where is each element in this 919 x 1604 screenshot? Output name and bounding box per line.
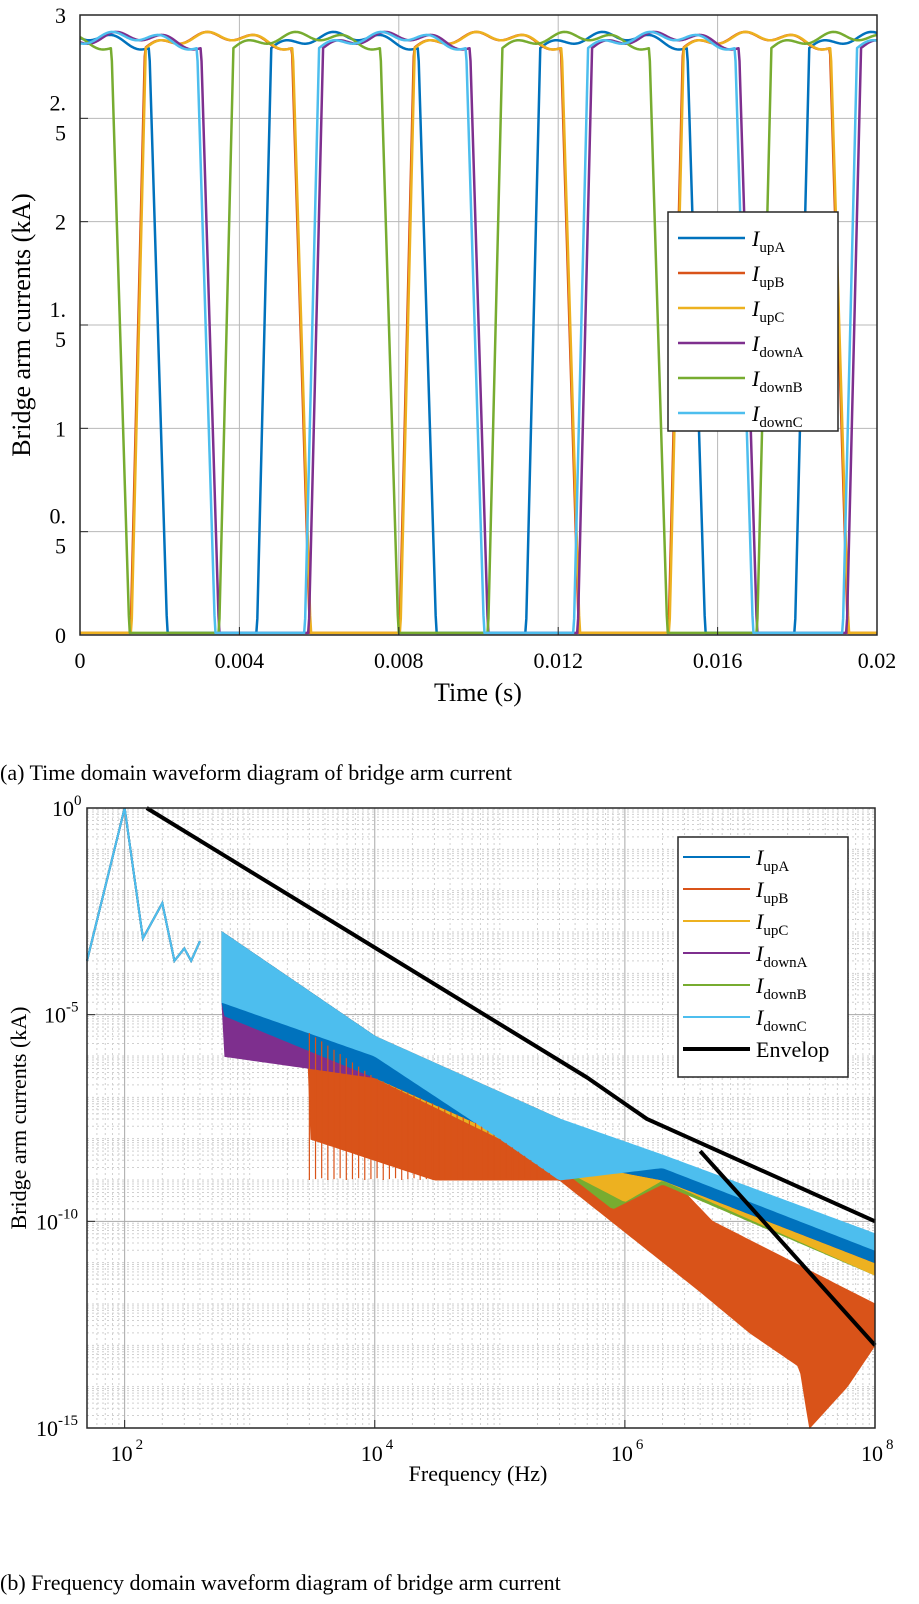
freq-series-band-top-downC bbox=[221, 932, 875, 1251]
legend-main: I bbox=[755, 973, 765, 998]
caption-a: (a) Time domain waveform diagram of brid… bbox=[0, 760, 512, 785]
freq-legend-box bbox=[677, 836, 849, 1078]
time-x-ticks: 0 0.004 0.008 0.012 0.016 0.02 bbox=[75, 627, 897, 673]
freq-legend-label-4: IdownB bbox=[755, 973, 807, 1003]
freq-legend-label-6: Envelop bbox=[756, 1037, 829, 1062]
legend-main: I bbox=[755, 877, 765, 902]
freq-envelope-1 bbox=[698, 1149, 877, 1347]
freq-x-tick-base: 10 bbox=[611, 1441, 633, 1466]
legend-sub: downC bbox=[763, 1019, 806, 1035]
legend-main: I bbox=[751, 331, 761, 356]
time-legend-label-upA: IupA bbox=[751, 226, 785, 256]
time-y-tick-label: 5 bbox=[55, 327, 66, 352]
legend-sub: downB bbox=[763, 987, 806, 1003]
legend-sub: upC bbox=[763, 923, 788, 939]
freq-x-label: Frequency (Hz) bbox=[409, 1461, 548, 1486]
legend-main: I bbox=[755, 845, 765, 870]
freq-y-tick-base: 10 bbox=[36, 1209, 58, 1234]
time-series-downB bbox=[79, 30, 878, 635]
time-y-tick-label: 0 bbox=[55, 623, 66, 648]
freq-x-tick-base: 10 bbox=[111, 1441, 133, 1466]
time-series-lines bbox=[79, 30, 878, 635]
time-y-tick-label: 5 bbox=[55, 534, 66, 559]
legend-main: I bbox=[751, 261, 761, 286]
legend-main: I bbox=[751, 226, 761, 251]
time-y-tick-label: 1. bbox=[50, 297, 67, 322]
time-legend-label-downB: IdownB bbox=[751, 366, 803, 396]
freq-legend-label-3: IdownA bbox=[755, 941, 808, 971]
legend-sub: upA bbox=[759, 240, 785, 256]
freq-x-tick-exp: 6 bbox=[636, 1437, 644, 1453]
time-y-tick-label: 1 bbox=[55, 416, 66, 441]
legend-sub: downA bbox=[763, 955, 807, 971]
legend-sub: downC bbox=[759, 415, 802, 431]
time-legend-box bbox=[667, 211, 839, 432]
freq-envelope-0 bbox=[145, 806, 876, 1224]
legend-main: I bbox=[755, 941, 765, 966]
time-legend-label-upB: IupB bbox=[751, 261, 784, 291]
freq-legend-label-2: IupC bbox=[755, 909, 788, 939]
freq-y-tick-base: 10 bbox=[52, 796, 74, 821]
time-x-tick-label: 0.004 bbox=[215, 648, 265, 673]
legend-main: I bbox=[751, 296, 761, 321]
legend-main: I bbox=[755, 909, 765, 934]
time-y-tick-label: 2. bbox=[50, 90, 67, 115]
freq-legend-label-0: IupA bbox=[755, 845, 789, 875]
freq-legend-label-5: IdownC bbox=[755, 1005, 807, 1035]
freq-x-tick-base: 10 bbox=[861, 1441, 883, 1466]
legend-main: Envelop bbox=[756, 1037, 829, 1062]
freq-axes-box bbox=[86, 807, 876, 1429]
time-y-label: Bridge arm currents (kA) bbox=[7, 193, 36, 457]
time-y-ticks: 0 0. 5 1 1. 5 2 2. 5 3 bbox=[50, 3, 88, 648]
time-y-tick-label: 2 bbox=[55, 210, 66, 235]
freq-y-label: Bridge arm currents (kA) bbox=[6, 1007, 31, 1230]
freq-y-tick-exp: -5 bbox=[66, 1000, 79, 1016]
legend-main: I bbox=[751, 366, 761, 391]
time-x-label: Time (s) bbox=[434, 678, 522, 707]
freq-x-tick-exp: 2 bbox=[136, 1437, 144, 1453]
legend-sub: downB bbox=[759, 380, 802, 396]
time-x-tick-label: 0.008 bbox=[374, 648, 424, 673]
freq-y-tick-base: 10 bbox=[36, 1416, 58, 1441]
legend-sub: downA bbox=[759, 345, 803, 361]
legend-sub: upA bbox=[763, 859, 789, 875]
freq-y-tick-base: 10 bbox=[44, 1003, 66, 1028]
time-y-tick-label: 5 bbox=[55, 120, 66, 145]
freq-x-ticks: 10 2 10 4 10 6 10 8 bbox=[111, 1420, 894, 1466]
freq-y-tick-exp: 0 bbox=[74, 793, 82, 809]
freq-y-tick-exp: -10 bbox=[58, 1206, 78, 1222]
caption-b: (b) Frequency domain waveform diagram of… bbox=[0, 1570, 561, 1595]
freq-y-tick-exp: -15 bbox=[58, 1413, 78, 1429]
time-legend-label-downC: IdownC bbox=[751, 401, 803, 431]
time-y-tick-label: 3 bbox=[55, 3, 66, 28]
time-legend-label-upC: IupC bbox=[751, 296, 784, 326]
freq-x-tick-exp: 8 bbox=[886, 1437, 894, 1453]
time-series-upC bbox=[79, 30, 878, 635]
time-x-tick-label: 0.012 bbox=[533, 648, 583, 673]
time-legend-label-downA: IdownA bbox=[751, 331, 804, 361]
freq-spectra bbox=[86, 807, 876, 1429]
freq-series-lowband-downC bbox=[86, 807, 201, 964]
freq-envelopes bbox=[145, 806, 877, 1347]
freq-legend-label-1: IupB bbox=[755, 877, 788, 907]
legend-main: I bbox=[755, 1005, 765, 1030]
legend-sub: upC bbox=[759, 310, 784, 326]
freq-x-tick-base: 10 bbox=[361, 1441, 383, 1466]
time-x-tick-label: 0.016 bbox=[693, 648, 743, 673]
time-domain-chart: 0 0.004 0.008 0.012 0.016 0.02 00.511.522.53 … bbox=[0, 3, 896, 785]
legend-sub: upB bbox=[763, 891, 788, 907]
freq-x-tick-exp: 4 bbox=[386, 1437, 394, 1453]
time-x-tick-label: 0 bbox=[75, 648, 86, 673]
time-x-tick-label: 0.02 bbox=[858, 648, 897, 673]
legend-sub: upB bbox=[759, 275, 784, 291]
time-y-tick-label: 0. bbox=[50, 504, 67, 529]
legend-main: I bbox=[751, 401, 761, 426]
